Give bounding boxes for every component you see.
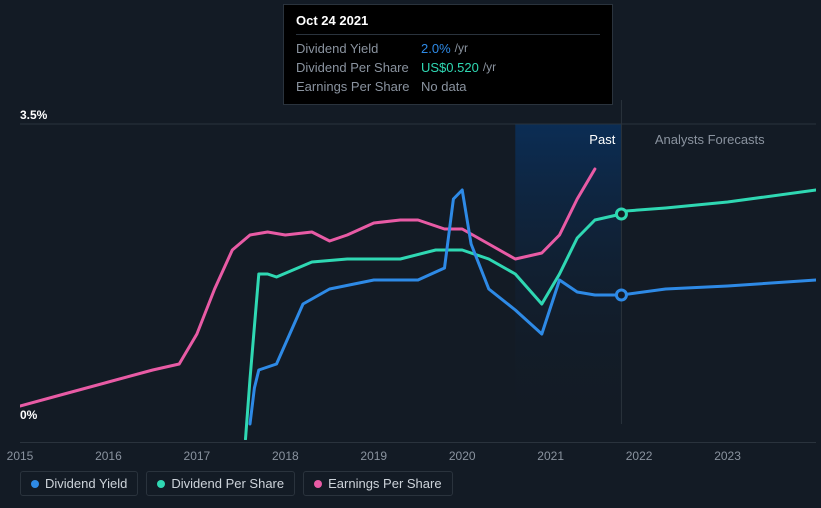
y-axis-min-label: 0% xyxy=(20,408,37,422)
legend-label: Earnings Per Share xyxy=(328,476,441,491)
tooltip-row-label: Earnings Per Share xyxy=(296,79,421,94)
tooltip-row-suffix: /yr xyxy=(483,60,496,75)
past-label: Past xyxy=(589,132,615,147)
chart-tooltip: Oct 24 2021 Dividend Yield2.0%/yrDividen… xyxy=(283,4,613,105)
legend-dot-icon xyxy=(31,480,39,488)
chart-plot-area[interactable]: 3.5% 0% Past Analysts Forecasts xyxy=(20,100,816,453)
tooltip-row-value: 2.0% xyxy=(421,41,451,56)
x-axis-tick: 2019 xyxy=(360,449,387,463)
legend-item[interactable]: Dividend Per Share xyxy=(146,471,295,496)
tooltip-row: Dividend Yield2.0% /yr xyxy=(296,39,600,58)
chart-container: Oct 24 2021 Dividend Yield2.0%/yrDividen… xyxy=(0,0,821,508)
legend-label: Dividend Yield xyxy=(45,476,127,491)
tooltip-row: Earnings Per ShareNo data xyxy=(296,77,600,96)
chart-legend: Dividend Yield Dividend Per Share Earnings… xyxy=(20,471,453,496)
tooltip-row-value: US$0.520 xyxy=(421,60,479,75)
x-axis-tick: 2015 xyxy=(7,449,34,463)
legend-dot-icon xyxy=(314,480,322,488)
tooltip-row-label: Dividend Per Share xyxy=(296,60,421,75)
y-axis-max-label: 3.5% xyxy=(20,108,47,122)
tooltip-row-value: No data xyxy=(421,79,467,94)
tooltip-date: Oct 24 2021 xyxy=(296,13,600,35)
x-axis-tick: 2021 xyxy=(537,449,564,463)
legend-item[interactable]: Earnings Per Share xyxy=(303,471,452,496)
legend-dot-icon xyxy=(157,480,165,488)
x-axis-tick: 2016 xyxy=(95,449,122,463)
forecast-label: Analysts Forecasts xyxy=(655,132,765,147)
x-axis-tick: 2017 xyxy=(184,449,211,463)
x-axis-tick: 2023 xyxy=(714,449,741,463)
x-axis-tick: 2018 xyxy=(272,449,299,463)
legend-label: Dividend Per Share xyxy=(171,476,284,491)
x-axis-tick: 2022 xyxy=(626,449,653,463)
x-axis: 201520162017201820192020202120222023 xyxy=(20,442,816,462)
legend-item[interactable]: Dividend Yield xyxy=(20,471,138,496)
tooltip-row-label: Dividend Yield xyxy=(296,41,421,56)
tooltip-row-suffix: /yr xyxy=(455,41,468,56)
x-axis-tick: 2020 xyxy=(449,449,476,463)
chart-svg xyxy=(20,100,816,440)
tooltip-row: Dividend Per ShareUS$0.520/yr xyxy=(296,58,600,77)
